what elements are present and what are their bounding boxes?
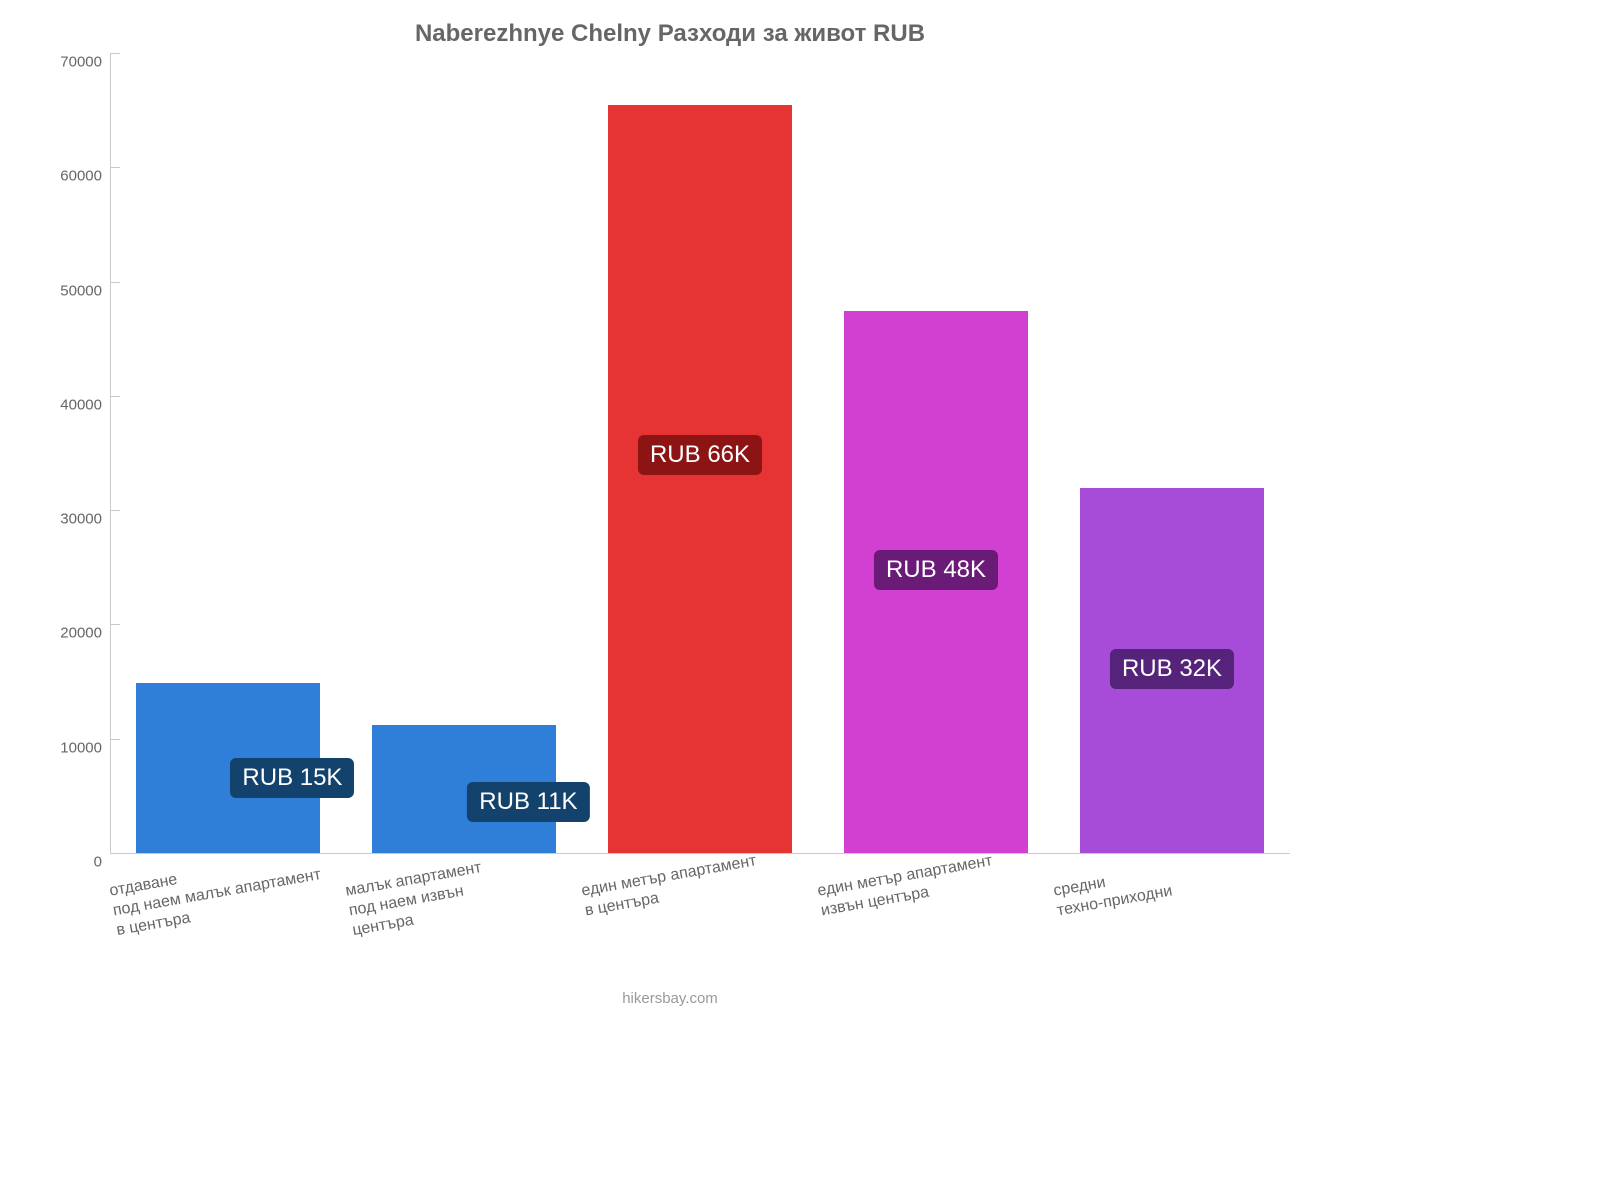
y-tick-label: 70000 (42, 54, 102, 71)
y-tick-label: 10000 (42, 739, 102, 756)
y-tick-mark (110, 53, 120, 54)
chart-container: Naberezhnye Chelny Разходи за живот RUB … (40, 20, 1300, 980)
bar-value-label: RUB 11K (467, 782, 589, 822)
x-tick-label: средни техно-приходни (1052, 862, 1174, 922)
y-tick-label: 30000 (42, 511, 102, 528)
y-tick-label: 0 (42, 854, 102, 871)
plot-area: 010000200003000040000500006000070000 RUB… (40, 54, 1290, 854)
y-tick-label: 20000 (42, 625, 102, 642)
x-tick-label: отдаване под наем малък апартамент в цен… (108, 845, 326, 941)
bar (608, 105, 792, 854)
y-tick-mark (110, 624, 120, 625)
y-tick-mark (110, 167, 120, 168)
y-tick-mark (110, 739, 120, 740)
x-tick-label: един метър апартамент извън центъра (816, 851, 998, 921)
y-tick-mark (110, 853, 120, 854)
bar-value-label: RUB 66K (638, 435, 762, 475)
bar-value-label: RUB 15K (230, 758, 354, 798)
y-tick-mark (110, 282, 120, 283)
x-axis-labels: отдаване под наем малък апартамент в цен… (110, 860, 1290, 980)
y-tick-label: 40000 (42, 396, 102, 413)
bars-group: RUB 15K RUB 11K RUB 66K RUB 48K RUB 32K (110, 54, 1290, 854)
y-tick-mark (110, 510, 120, 511)
chart-title: Naberezhnye Chelny Разходи за живот RUB (40, 20, 1300, 48)
y-axis: 010000200003000040000500006000070000 (40, 54, 110, 854)
x-tick-label: един метър апартамент в центъра (580, 851, 762, 921)
credit-text: hikersbay.com (40, 990, 1300, 1007)
y-tick-label: 60000 (42, 168, 102, 185)
bar-value-label: RUB 48K (874, 550, 998, 590)
x-tick-label: малък апартамент под наем извън центъра (344, 858, 490, 941)
bar-value-label: RUB 32K (1110, 649, 1234, 689)
y-tick-label: 50000 (42, 282, 102, 299)
y-tick-mark (110, 396, 120, 397)
